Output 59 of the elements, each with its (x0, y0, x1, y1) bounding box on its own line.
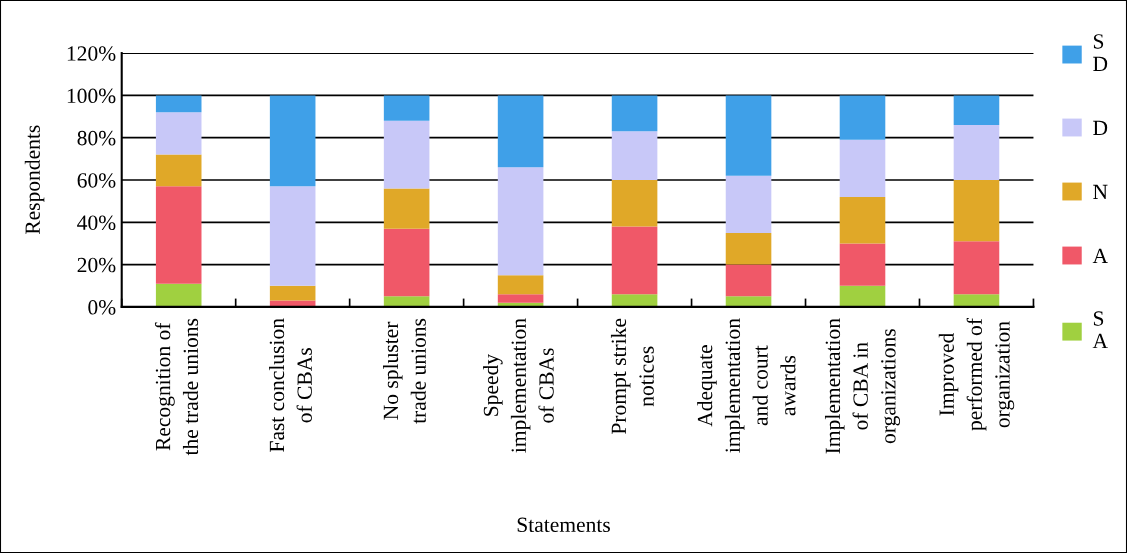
x-tick-label: Prompt strike notices (610, 318, 654, 435)
y-tick-label: 120% (67, 46, 116, 61)
bar (155, 186, 202, 284)
y-tick-label: 20% (77, 257, 116, 273)
bar (725, 95, 772, 176)
bar (725, 264, 772, 297)
bar (839, 139, 886, 197)
y-tick-label: 100% (67, 88, 116, 104)
x-tick-label: Improved performed of organization (938, 318, 1015, 431)
bar (497, 167, 544, 276)
bar (497, 294, 544, 303)
bar (611, 95, 658, 132)
bar (839, 285, 886, 307)
bar (611, 294, 658, 307)
bar (953, 180, 1000, 242)
y-tick-label: 40% (77, 215, 116, 231)
x-tick-label: Fast conclusion of CBAs (269, 318, 312, 452)
x-tick-label: Adequate implementation and court awards (697, 318, 796, 453)
bar (839, 95, 886, 140)
legend-label: S D (1093, 34, 1108, 71)
bar (953, 125, 1000, 180)
x-tick-label: Speedy implementation of CBAs (483, 318, 554, 453)
bar (839, 196, 886, 244)
bar (953, 294, 1000, 307)
y-axis-title: Respondents (24, 125, 45, 235)
x-axis-title: Statements (517, 517, 610, 533)
bar (269, 186, 316, 286)
bar (155, 95, 202, 113)
bar (383, 228, 430, 297)
y-tick-label: 0% (88, 300, 116, 315)
x-tick-label: Implementation of CBA in organizations (824, 318, 901, 454)
legend-label: D (1093, 120, 1108, 135)
bar (497, 275, 544, 295)
bar (611, 131, 658, 180)
bar (611, 180, 658, 227)
bar (155, 283, 202, 307)
bar (383, 188, 430, 229)
bar (725, 296, 772, 307)
legend-label: S A (1092, 311, 1108, 349)
bar (611, 226, 658, 295)
y-tick-label: 80% (77, 130, 116, 146)
bar (383, 296, 430, 307)
bar (497, 95, 544, 168)
bar (953, 241, 1000, 295)
y-tick-label: 60% (77, 173, 116, 188)
legend-label: A (1092, 248, 1108, 263)
bar (953, 95, 1000, 126)
legend-label: N (1093, 184, 1108, 199)
bar (725, 175, 772, 233)
bar (725, 232, 772, 265)
x-tick-label: Recognition of the trade unions (154, 318, 199, 456)
bar (383, 120, 430, 189)
bar (839, 243, 886, 286)
bar (155, 112, 202, 155)
bar (155, 154, 202, 187)
bar (269, 95, 316, 187)
bar (269, 285, 316, 301)
bar (383, 95, 430, 121)
x-tick-label: No spluster trade unions (383, 318, 426, 424)
